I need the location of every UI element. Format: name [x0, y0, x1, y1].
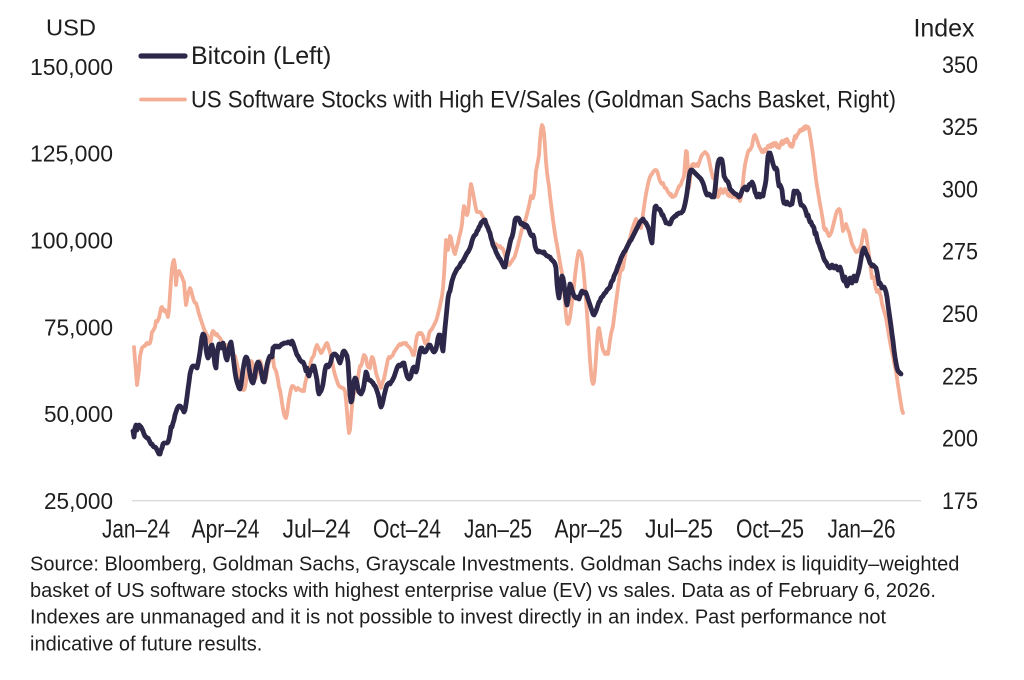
svg-text:50,000: 50,000 — [44, 401, 113, 427]
svg-text:175: 175 — [942, 488, 978, 515]
svg-text:75,000: 75,000 — [44, 314, 113, 340]
svg-text:225: 225 — [942, 363, 978, 390]
svg-text:Jan–24: Jan–24 — [102, 514, 170, 544]
svg-text:Oct–25: Oct–25 — [736, 514, 804, 544]
svg-text:Index: Index — [914, 15, 975, 43]
svg-text:basket of US software stocks w: basket of US software stocks with highes… — [30, 580, 936, 602]
svg-text:Jul–25: Jul–25 — [645, 514, 713, 544]
svg-text:300: 300 — [942, 176, 978, 203]
svg-text:Jan–25: Jan–25 — [464, 514, 532, 544]
svg-text:USD: USD — [46, 15, 96, 41]
svg-text:Oct–24: Oct–24 — [373, 514, 441, 544]
svg-text:250: 250 — [942, 301, 978, 328]
svg-text:200: 200 — [942, 426, 978, 453]
svg-text:Bitcoin (Left): Bitcoin (Left) — [191, 42, 331, 70]
svg-text:Apr–25: Apr–25 — [555, 514, 623, 544]
svg-text:350: 350 — [942, 52, 978, 79]
svg-text:100,000: 100,000 — [30, 228, 113, 254]
svg-text:325: 325 — [942, 114, 978, 141]
svg-text:125,000: 125,000 — [30, 141, 113, 167]
svg-text:275: 275 — [942, 239, 978, 266]
svg-text:150,000: 150,000 — [30, 54, 113, 80]
svg-text:Indexes are unmanaged and it i: Indexes are unmanaged and it is not poss… — [30, 607, 886, 629]
svg-text:Jan–26: Jan–26 — [828, 514, 896, 544]
svg-text:indicative of future results.: indicative of future results. — [30, 633, 262, 655]
svg-text:25,000: 25,000 — [44, 488, 113, 514]
svg-text:Source: Bloomberg, Goldman Sac: Source: Bloomberg, Goldman Sachs, Graysc… — [30, 554, 959, 576]
svg-text:Jul–24: Jul–24 — [283, 514, 351, 544]
svg-text:US Software Stocks with High E: US Software Stocks with High EV/Sales (G… — [191, 86, 896, 113]
svg-text:Apr–24: Apr–24 — [192, 514, 260, 544]
